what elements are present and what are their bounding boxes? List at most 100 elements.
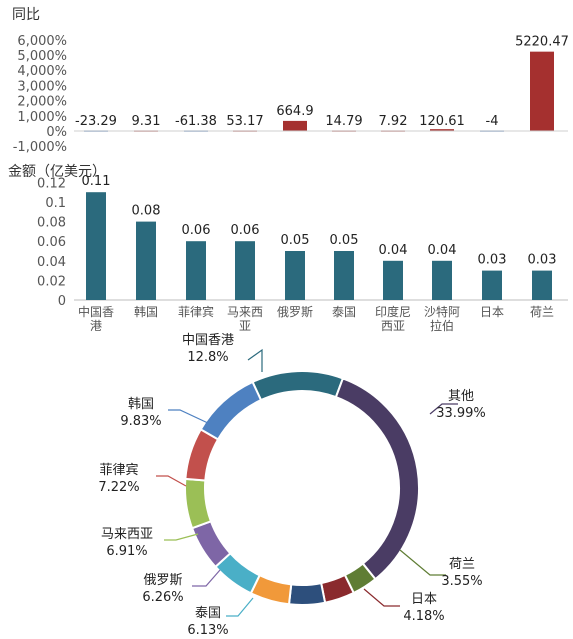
amount-category-label: 日本 — [480, 305, 504, 319]
amount-category-label: 菲律宾 — [178, 304, 214, 319]
donut-slice-name: 俄罗斯 — [143, 573, 182, 588]
yoy-chart-title: 同比 — [12, 7, 40, 23]
amount-bar — [86, 192, 106, 300]
amount-value-label: 0.03 — [478, 253, 507, 268]
amount-bar — [482, 270, 502, 300]
yoy-tick-label: 5,000% — [17, 49, 67, 64]
donut-leader-line — [247, 348, 263, 372]
yoy-value-label: 53.17 — [226, 114, 263, 129]
donut-slice-percent: 9.83% — [120, 414, 161, 429]
amount-value-label: 0.05 — [330, 233, 359, 248]
donut-leader-line — [226, 597, 254, 617]
yoy-y-axis: 6,000%5,000%4,000%3,000%2,000%1,000%0%-1… — [13, 34, 67, 155]
amount-tick-label: 0.08 — [37, 216, 66, 231]
yoy-value-label: 664.9 — [276, 104, 313, 119]
amount-value-label: 0.11 — [82, 174, 111, 189]
amount-value-label: 0.04 — [428, 243, 457, 258]
amount-category-label: 港 — [90, 319, 102, 333]
yoy-tick-label: 1,000% — [17, 110, 67, 125]
donut-slice — [199, 380, 263, 441]
donut-leader-line — [156, 475, 187, 487]
amount-value-label: 0.08 — [132, 204, 161, 219]
donut-slice — [334, 377, 420, 581]
donut-leader-line — [192, 569, 221, 587]
amount-bar — [334, 251, 354, 300]
donut-slice-percent: 6.91% — [106, 544, 147, 559]
amount-axis-label: 金额（亿美元） — [8, 164, 106, 180]
amount-value-label: 0.06 — [182, 223, 211, 238]
donut-leader-line — [399, 549, 446, 576]
donut-slice-name: 其他 — [448, 389, 474, 404]
donut-slice-name: 菲律宾 — [99, 462, 138, 478]
donut-slice-name: 泰国 — [195, 606, 221, 621]
donut-slice-percent: 4.18% — [403, 609, 444, 624]
amount-tick-label: 0.02 — [37, 274, 66, 289]
yoy-value-labels: -23.29 9.31 -61.38 53.17 664.9 14.79 7.92 120.6… — [75, 35, 569, 129]
amount-bar — [235, 241, 255, 300]
yoy-value-label: 7.92 — [379, 114, 408, 129]
donut-slice — [184, 477, 213, 530]
amount-y-axis: 0.12 0.1 0.08 0.06 0.04 0.02 0 — [37, 176, 568, 309]
share-donut — [184, 370, 420, 606]
yoy-bar — [283, 120, 307, 131]
donut-leader-line — [363, 588, 400, 607]
amount-bar — [532, 270, 552, 300]
yoy-bar — [430, 129, 454, 131]
donut-slice-percent: 7.22% — [98, 480, 139, 495]
amount-category-label: 沙特阿 — [424, 304, 460, 319]
donut-slice-percent: 3.55% — [441, 574, 482, 589]
amount-bar — [136, 221, 156, 300]
donut-slice-percent: 12.8% — [187, 350, 228, 365]
donut-leader-line — [429, 403, 458, 415]
amount-category-label: 泰国 — [332, 305, 356, 319]
donut-slice-name: 韩国 — [128, 397, 154, 412]
yoy-tick-label: 2,000% — [17, 95, 67, 110]
yoy-value-label: 120.61 — [419, 114, 465, 129]
amount-category-label: 西亚 — [381, 319, 405, 333]
amount-value-label: 0.04 — [379, 243, 408, 258]
amount-bar — [186, 241, 206, 300]
donut-slice-percent: 33.99% — [436, 406, 486, 421]
amount-bars — [86, 192, 552, 300]
yoy-value-label: 5220.47 — [515, 35, 569, 50]
amount-tick-label: 0.1 — [45, 196, 66, 211]
donut-slice — [287, 581, 327, 606]
donut-slice-name: 荷兰 — [449, 557, 475, 572]
amount-value-label: 0.03 — [528, 253, 557, 268]
yoy-tick-label: 4,000% — [17, 64, 67, 79]
amount-category-label: 俄罗斯 — [277, 305, 313, 319]
amount-category-label: 荷兰 — [530, 305, 554, 319]
donut-slice-name: 马来西亚 — [101, 527, 153, 542]
donut-slice-percent: 6.26% — [142, 590, 183, 605]
amount-tick-label: 0.12 — [37, 176, 66, 191]
yoy-value-label: 14.79 — [325, 114, 362, 129]
yoy-bars — [74, 51, 568, 132]
amount-tick-label: 0.04 — [37, 255, 66, 270]
amount-tick-label: 0 — [58, 294, 66, 309]
donut-slice-name: 中国香港 — [182, 333, 234, 348]
amount-category-label: 拉伯 — [430, 318, 454, 333]
yoy-tick-label: 6,000% — [17, 34, 67, 49]
donut-leader-line — [164, 533, 199, 541]
yoy-value-label: -4 — [486, 114, 499, 129]
amount-bar — [285, 251, 305, 300]
amount-value-label: 0.06 — [231, 223, 260, 238]
amount-tick-label: 0.06 — [37, 235, 66, 250]
donut-slice-name: 日本 — [411, 592, 437, 607]
amount-value-labels: 0.11 0.08 0.06 0.06 0.05 0.05 0.04 0.04 0.03 0.03 — [82, 174, 557, 267]
amount-category-label: 印度尼 — [375, 304, 411, 319]
yoy-value-label: -61.38 — [175, 114, 217, 129]
amount-category-label: 马来西 — [227, 305, 263, 319]
yoy-value-label: -23.29 — [75, 114, 117, 129]
donut-leader-line — [168, 409, 211, 425]
yoy-tick-label: 0% — [46, 125, 67, 140]
yoy-value-label: 9.31 — [132, 114, 161, 129]
amount-bar — [383, 260, 403, 300]
amount-value-label: 0.05 — [281, 233, 310, 248]
amount-bar — [432, 260, 452, 300]
amount-category-label: 亚 — [239, 319, 251, 333]
yoy-bar — [530, 51, 554, 131]
